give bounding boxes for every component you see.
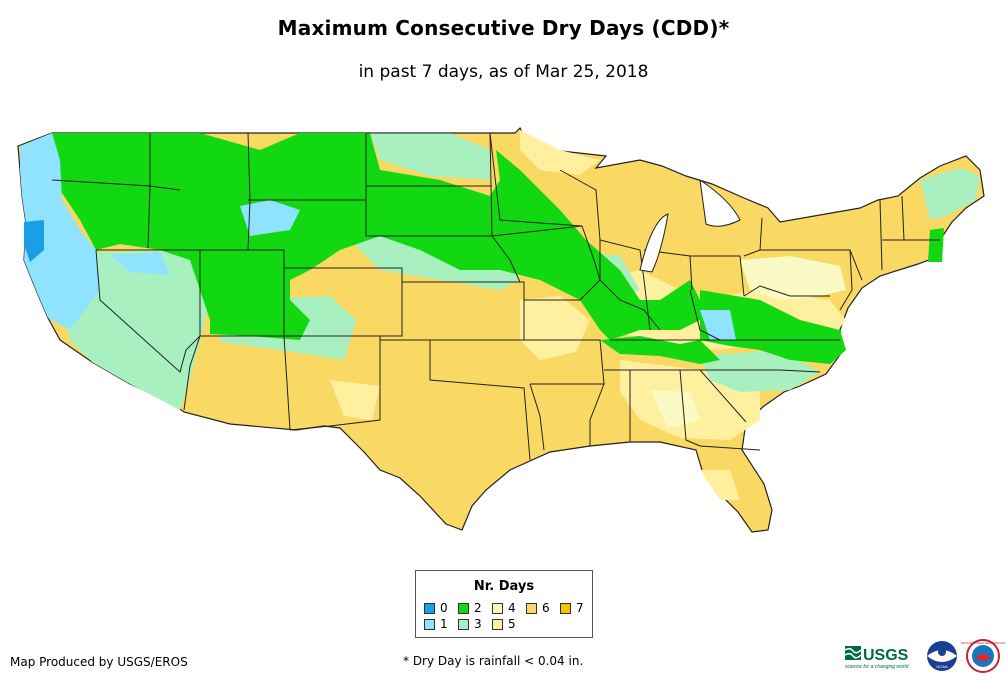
legend-title: Nr. Days — [473, 579, 535, 594]
legend-label: 4 — [508, 601, 516, 615]
us-dry-days-map — [17, 126, 985, 533]
legend-item-0: 0 — [424, 601, 448, 615]
legend-item-7: 7 — [560, 601, 584, 615]
legend-item-6: 6 — [526, 601, 550, 615]
legend-label: 3 — [474, 617, 482, 631]
legend-swatch — [526, 602, 537, 614]
legend-swatch — [492, 618, 503, 630]
legend-label: 6 — [542, 601, 550, 615]
legend: Nr. Days 0 1 2 3 4 5 6 — [415, 570, 593, 638]
legend-item-4: 4 — [492, 601, 516, 615]
legend-item-1: 1 — [424, 617, 448, 631]
legend-label: 5 — [508, 617, 516, 631]
map-credit: Map Produced by USGS/EROS — [10, 655, 188, 669]
legend-swatch — [424, 618, 435, 630]
legend-item-2: 2 — [458, 601, 482, 615]
map-title: Maximum Consecutive Dry Days (CDD)* — [277, 16, 730, 40]
svg-text:science for a changing world: science for a changing world — [845, 664, 909, 670]
legend-item-5: 5 — [492, 617, 516, 631]
legend-label: 0 — [440, 601, 448, 615]
usgs-logo: USGS science for a changing world — [844, 646, 909, 670]
svg-text:NATIONAL WEATHER SERVICE: NATIONAL WEATHER SERVICE — [961, 641, 1005, 645]
legend-swatch — [458, 602, 469, 614]
legend-swatch — [458, 618, 469, 630]
legend-swatch — [492, 602, 503, 614]
legend-label: 1 — [440, 617, 448, 631]
svg-text:USGS: USGS — [863, 647, 909, 664]
dry-day-footnote: * Dry Day is rainfall < 0.04 in. — [403, 654, 584, 668]
legend-label: 2 — [474, 601, 482, 615]
legend-swatch — [560, 602, 571, 614]
legend-label: 7 — [576, 601, 584, 615]
agency-logos: USGS science for a changing world NOAA N… — [844, 639, 1005, 673]
noaa-logo: NOAA — [927, 641, 957, 671]
legend-swatch — [424, 602, 435, 614]
map-subtitle: in past 7 days, as of Mar 25, 2018 — [358, 62, 649, 82]
svg-text:NOAA: NOAA — [936, 664, 948, 669]
legend-item-3: 3 — [458, 617, 482, 631]
state-borders — [51, 132, 940, 461]
nws-logo: NATIONAL WEATHER SERVICE — [961, 639, 1005, 673]
